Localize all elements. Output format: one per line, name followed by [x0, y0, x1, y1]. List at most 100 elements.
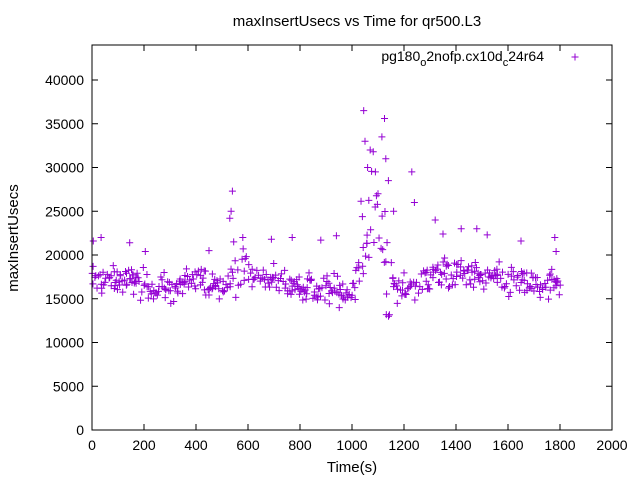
data-point [513, 273, 521, 281]
data-point [139, 264, 147, 272]
data-point [497, 274, 505, 282]
data-point [234, 266, 242, 274]
data-point [240, 276, 248, 284]
data-point [107, 272, 115, 280]
data-point [268, 275, 276, 283]
data-point [467, 280, 475, 288]
data-point [153, 291, 161, 299]
legend-text-part: 2nofp.cx10d [426, 48, 502, 64]
data-point [267, 235, 275, 243]
data-point [250, 275, 258, 283]
data-point [544, 276, 552, 284]
data-point [325, 300, 333, 308]
data-point [459, 274, 467, 282]
data-point [514, 271, 522, 279]
y-tick-label: 35000 [45, 116, 84, 132]
data-point [91, 273, 99, 281]
data-point [89, 280, 97, 288]
data-point [125, 266, 133, 274]
data-point [240, 267, 248, 275]
data-point [215, 285, 223, 293]
data-point [242, 253, 250, 261]
data-point [339, 280, 347, 288]
data-point [109, 262, 117, 270]
data-point [247, 269, 255, 277]
data-point [259, 274, 267, 282]
data-point [480, 285, 488, 293]
data-point [457, 263, 465, 271]
data-point [380, 258, 388, 266]
data-point [332, 232, 340, 240]
data-point [383, 239, 391, 247]
data-point [393, 299, 401, 307]
data-point [316, 292, 324, 300]
data-point [366, 146, 374, 154]
data-point [239, 234, 247, 241]
x-tick-label: 1200 [388, 437, 419, 453]
data-point [119, 288, 127, 296]
data-point [140, 281, 148, 289]
data-point [239, 245, 247, 253]
data-point [181, 278, 189, 286]
data-point [160, 268, 168, 276]
data-point [295, 273, 303, 281]
data-point [468, 262, 476, 270]
data-point [313, 296, 321, 304]
data-point [227, 207, 235, 215]
data-point [381, 208, 389, 216]
data-point [440, 269, 448, 277]
data-point [282, 280, 290, 288]
data-point [375, 234, 383, 242]
data-point [144, 294, 152, 302]
data-point [215, 295, 223, 303]
data-point [509, 268, 517, 276]
data-point [110, 285, 118, 293]
data-point [214, 279, 222, 287]
data-point [552, 282, 560, 290]
data-point [122, 268, 130, 276]
data-point [97, 234, 105, 241]
data-point [111, 282, 119, 290]
data-point [393, 282, 401, 290]
data-point [321, 296, 329, 304]
data-point [533, 273, 541, 281]
data-point [230, 238, 238, 246]
data-point [466, 276, 474, 284]
data-point [410, 199, 418, 206]
data-point [378, 212, 386, 220]
data-point [162, 285, 170, 293]
data-point [551, 234, 559, 241]
data-point [382, 258, 390, 266]
data-point [295, 290, 303, 298]
data-point [248, 283, 256, 291]
data-point [281, 266, 289, 274]
data-point [398, 286, 406, 294]
data-point [272, 271, 280, 279]
data-point [371, 168, 379, 176]
y-tick-label: 0 [76, 422, 84, 438]
data-point [512, 282, 520, 290]
data-point [333, 272, 341, 280]
data-point [483, 231, 491, 239]
data-point [127, 275, 135, 283]
data-point [199, 274, 207, 282]
x-tick-label: 1800 [544, 437, 575, 453]
data-point [126, 239, 134, 247]
data-point [369, 148, 377, 156]
data-point [472, 264, 480, 272]
data-point [299, 296, 307, 304]
data-point [470, 283, 478, 291]
data-point [115, 278, 123, 286]
data-point [348, 291, 356, 299]
data-point [405, 284, 413, 292]
data-point [362, 252, 370, 260]
x-axis-label: Time(s) [327, 459, 377, 476]
data-point [383, 290, 391, 298]
data-point [143, 270, 151, 278]
y-tick-label: 5000 [53, 378, 84, 394]
data-point [447, 271, 455, 279]
data-point [164, 278, 172, 286]
data-point [318, 284, 326, 292]
data-point [442, 275, 450, 283]
